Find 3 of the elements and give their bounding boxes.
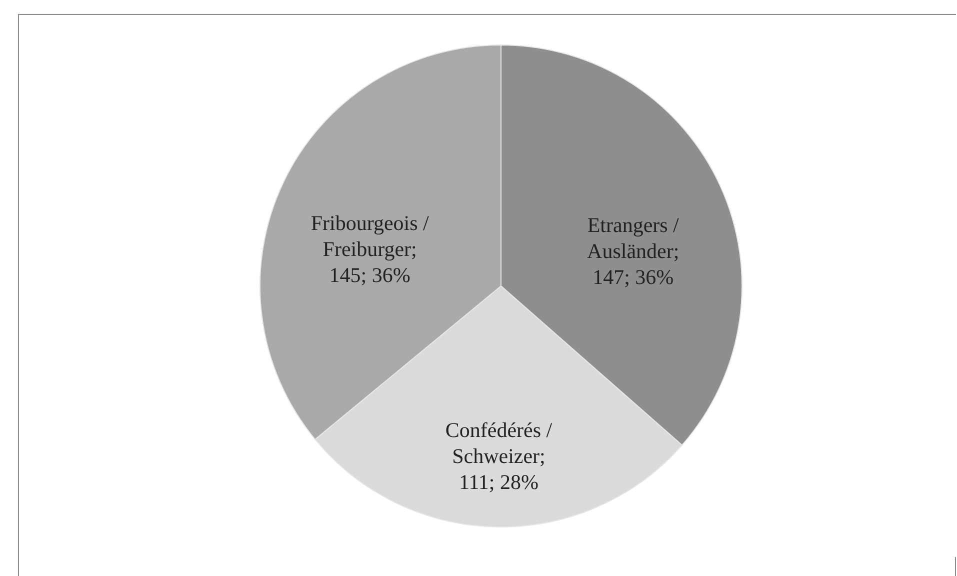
slice-label: Etrangers / Ausländer; 147; 36% — [587, 213, 680, 290]
slice-label: Confédérés / Schweizer; 111; 28% — [445, 418, 552, 494]
slice-label: Fribourgeois / Freiburger; 145; 36% — [310, 211, 430, 288]
